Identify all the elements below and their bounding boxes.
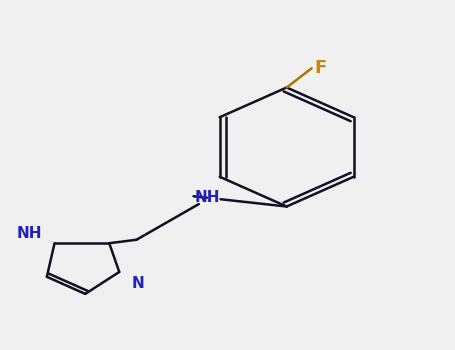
Text: F: F xyxy=(314,59,326,77)
Text: N: N xyxy=(131,276,144,291)
Text: NH: NH xyxy=(194,190,220,205)
Text: NH: NH xyxy=(17,226,42,241)
